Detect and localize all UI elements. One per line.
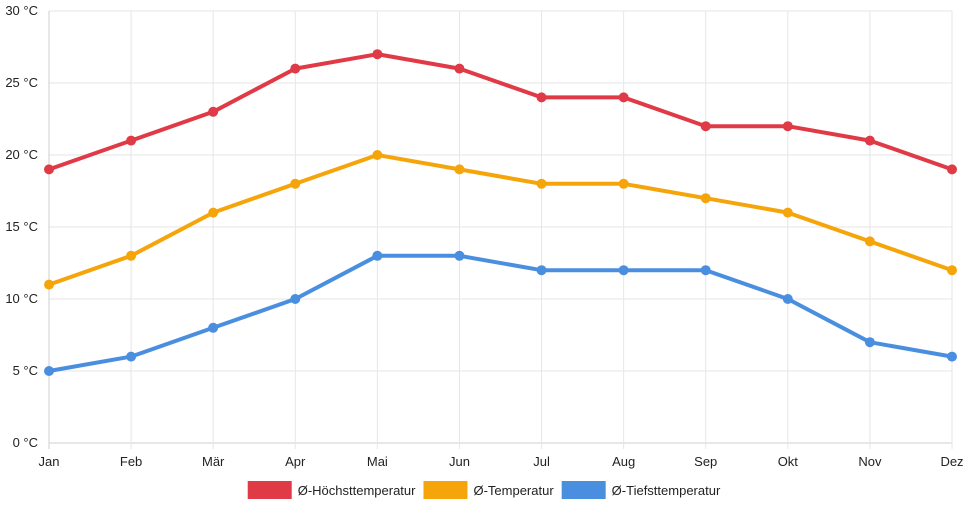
data-point[interactable] (536, 265, 547, 276)
series-line (47, 52, 954, 172)
series-group (44, 49, 957, 376)
y-tick-label: 25 °C (5, 75, 38, 90)
series-line (47, 153, 954, 287)
x-tick-label: Jan (39, 454, 60, 469)
legend[interactable]: Ø-Höchsttemperatur Ø-Temperatur Ø-Tiefstte… (247, 481, 721, 499)
legend-item[interactable]: Ø-Tiefsttemperatur (561, 481, 721, 499)
x-tick-label: Jul (533, 454, 550, 469)
data-point[interactable] (208, 106, 219, 117)
data-point[interactable] (536, 92, 547, 103)
data-point[interactable] (208, 207, 219, 218)
data-point[interactable] (454, 250, 465, 261)
data-point[interactable] (700, 121, 711, 132)
data-point[interactable] (44, 164, 54, 175)
data-point[interactable] (864, 337, 875, 348)
x-tick-label: Aug (612, 454, 635, 469)
y-tick-label: 20 °C (5, 147, 38, 162)
data-point[interactable] (290, 178, 301, 189)
data-point[interactable] (126, 250, 137, 261)
x-tick-label: Mai (367, 454, 388, 469)
data-point[interactable] (290, 294, 301, 304)
legend-swatch (423, 481, 468, 499)
legend-label: Ø-Höchsttemperatur (298, 483, 416, 498)
x-tick-label: Apr (285, 454, 306, 469)
x-tick-label: Sep (694, 454, 717, 469)
data-point[interactable] (618, 178, 629, 189)
x-tick-label: Feb (120, 454, 142, 469)
grid (48, 10, 953, 449)
data-point[interactable] (44, 366, 54, 376)
y-tick-label: 15 °C (5, 219, 38, 234)
data-point[interactable] (372, 150, 383, 160)
data-point[interactable] (454, 63, 465, 74)
data-point[interactable] (782, 294, 793, 304)
data-point[interactable] (372, 250, 383, 261)
x-tick-label: Dez (940, 454, 963, 469)
x-tick-label: Jun (449, 454, 470, 469)
y-axis-ticks: 0 °C 5 °C 10 °C 15 °C 20 °C 25 °C 30 °C (5, 3, 38, 450)
series-1 (44, 49, 957, 175)
x-tick-label: Okt (778, 454, 799, 469)
data-point[interactable] (126, 135, 137, 146)
y-tick-label: 5 °C (13, 363, 38, 378)
data-point[interactable] (947, 164, 957, 175)
data-point[interactable] (454, 164, 465, 175)
data-point[interactable] (700, 193, 711, 204)
legend-swatch (247, 481, 292, 499)
x-axis-ticks: Jan Feb Mär Apr Mai Jun Jul Aug Sep Okt Nov Dez (39, 454, 964, 469)
x-tick-label: Mär (202, 454, 225, 469)
legend-swatch (561, 481, 606, 499)
legend-label: Ø-Temperatur (473, 483, 554, 498)
y-tick-label: 10 °C (5, 291, 38, 306)
data-point[interactable] (947, 351, 957, 362)
y-tick-label: 0 °C (13, 435, 38, 450)
series-2 (44, 150, 957, 290)
data-point[interactable] (618, 265, 629, 276)
data-point[interactable] (864, 135, 875, 146)
data-point[interactable] (864, 236, 875, 247)
data-point[interactable] (126, 351, 137, 362)
data-point[interactable] (208, 322, 219, 333)
legend-item[interactable]: Ø-Höchsttemperatur (247, 481, 416, 499)
legend-label: Ø-Tiefsttemperatur (612, 483, 721, 498)
data-point[interactable] (372, 49, 383, 60)
data-point[interactable] (618, 92, 629, 103)
x-tick-label: Nov (858, 454, 882, 469)
data-point[interactable] (44, 279, 54, 290)
legend-item[interactable]: Ø-Temperatur (423, 481, 554, 499)
series-line (47, 253, 954, 373)
y-tick-label: 30 °C (5, 3, 38, 18)
series-3 (44, 250, 957, 376)
data-point[interactable] (782, 121, 793, 132)
data-point[interactable] (290, 63, 301, 74)
data-point[interactable] (700, 265, 711, 276)
data-point[interactable] (536, 178, 547, 189)
data-point[interactable] (947, 265, 957, 276)
data-point[interactable] (782, 207, 793, 218)
